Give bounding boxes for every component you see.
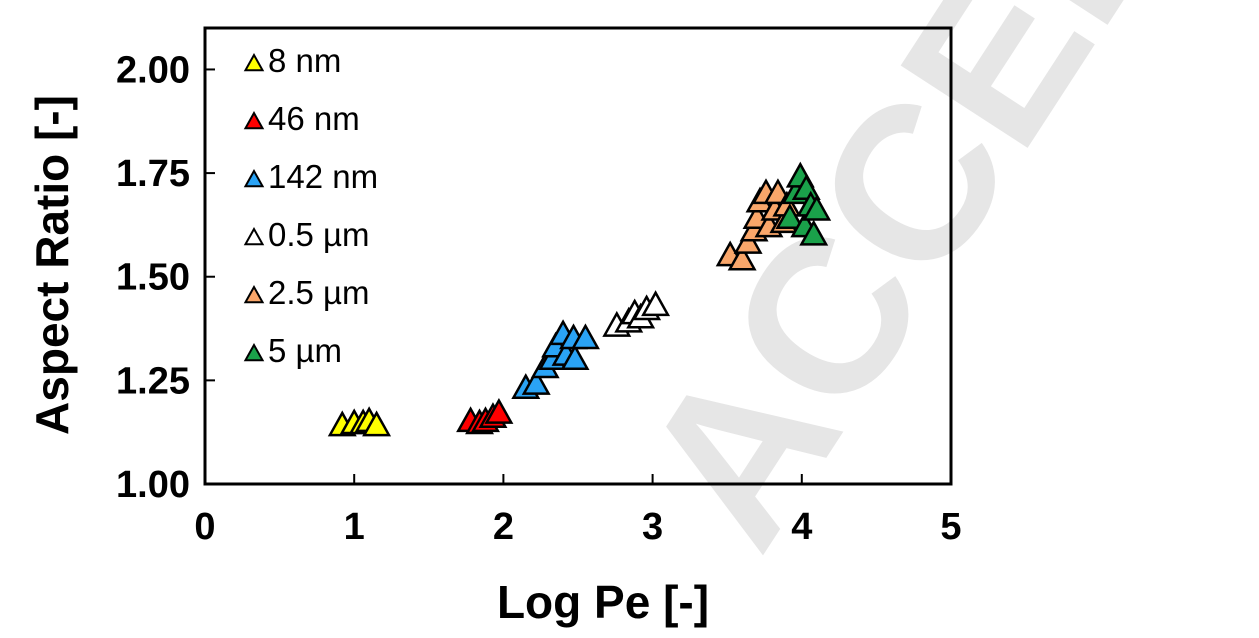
data-point-series-2 xyxy=(570,323,600,350)
legend-marker xyxy=(243,284,265,304)
watermark-text: ACCEPTED MANUSCRIPT xyxy=(593,0,1259,586)
legend-marker xyxy=(243,110,265,130)
data-point-series-4 xyxy=(733,228,763,254)
legend-marker xyxy=(243,168,265,188)
x-tick-label: 4 xyxy=(791,506,812,548)
legend-label: 46 nm xyxy=(268,100,360,137)
plot-frame xyxy=(203,26,953,486)
y-tick-label: 1.00 xyxy=(116,464,190,506)
data-point-series-3 xyxy=(641,290,671,317)
data-points xyxy=(327,161,832,437)
legend-marker xyxy=(243,52,265,72)
x-tick-label: 5 xyxy=(940,506,961,548)
data-point-series-0 xyxy=(362,410,392,437)
x-tick-label: 3 xyxy=(642,506,663,548)
legend: 8 nm 46 nm 142 nm 0.5 µm 2.5 µm 5 µm xyxy=(243,42,378,369)
data-point-series-4 xyxy=(727,244,757,271)
data-point-series-2 xyxy=(560,344,590,370)
y-tick-label: 2.00 xyxy=(116,49,190,91)
data-point-series-5 xyxy=(802,194,832,221)
legend-label: 8 nm xyxy=(268,42,341,79)
legend-marker xyxy=(243,226,265,246)
legend-label: 142 nm xyxy=(268,158,378,195)
data-point-series-5 xyxy=(775,203,805,230)
x-tick-label: 2 xyxy=(493,506,514,548)
data-point-series-1 xyxy=(484,397,514,424)
legend-label: 5 µm xyxy=(268,332,342,369)
legend-label: 2.5 µm xyxy=(268,274,370,311)
watermark: ACCEPTED MANUSCRIPT xyxy=(593,0,1259,586)
y-tick-label: 1.25 xyxy=(116,360,190,402)
y-tick-label: 1.50 xyxy=(116,257,190,299)
x-tick-label: 0 xyxy=(194,506,215,548)
x-tick-label: 1 xyxy=(344,506,365,548)
y-axis-label: Aspect Ratio [-] xyxy=(26,95,78,435)
y-tick-label: 1.75 xyxy=(116,153,190,195)
legend-label: 0.5 µm xyxy=(268,216,370,253)
x-axis-label: Log Pe [-] xyxy=(497,576,709,628)
data-point-series-2 xyxy=(521,368,551,395)
data-point-series-5 xyxy=(799,219,829,246)
x-axis: 0 1 2 3 4 5 xyxy=(194,474,962,548)
legend-marker xyxy=(243,342,265,362)
y-axis: 1.00 1.25 1.50 1.75 2.00 xyxy=(116,49,215,506)
